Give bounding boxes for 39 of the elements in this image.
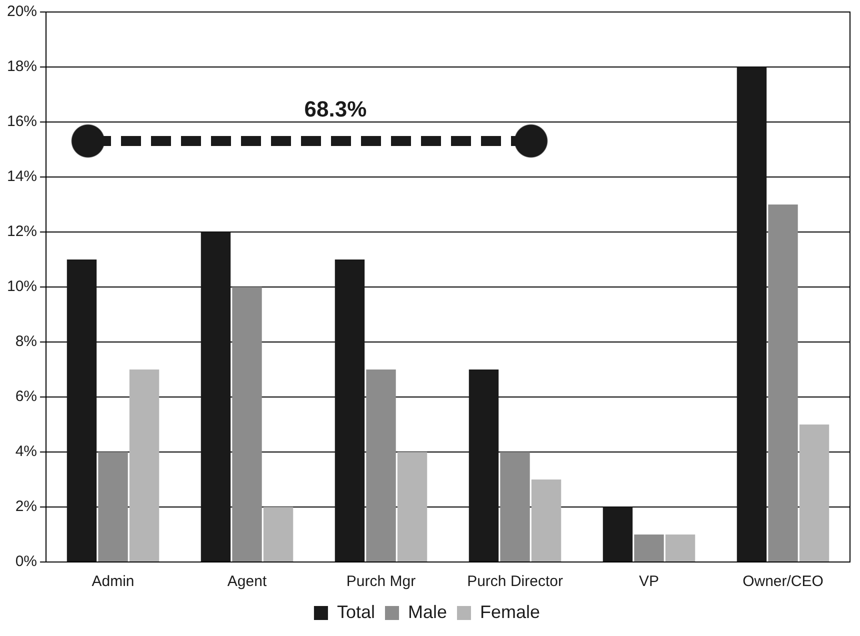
legend-label: Total xyxy=(336,602,376,622)
x-tick-label: Admin xyxy=(92,573,134,590)
bar xyxy=(768,204,798,562)
y-tick-label: 2% xyxy=(15,498,38,516)
bar xyxy=(66,260,97,562)
y-tick-label: 18% xyxy=(6,58,38,76)
y-tick-label: 16% xyxy=(6,113,38,130)
bar xyxy=(263,507,294,562)
bar xyxy=(366,370,396,562)
bar xyxy=(334,260,365,562)
bar xyxy=(129,370,160,562)
y-tick-label: 12% xyxy=(6,223,38,240)
x-tick-label: Owner/CEO xyxy=(742,573,824,590)
legend-label: Male xyxy=(408,602,448,622)
bar xyxy=(634,534,664,562)
y-tick-label: 10% xyxy=(6,278,38,296)
y-tick-label: 4% xyxy=(15,443,38,460)
legend-label: Female xyxy=(480,602,540,622)
x-tick-label: Purch Director xyxy=(467,573,563,590)
bar xyxy=(500,452,530,562)
bar xyxy=(531,480,562,562)
bar xyxy=(98,452,128,562)
y-tick-label: 20% xyxy=(6,3,38,20)
bar xyxy=(200,232,231,562)
y-tick-label: 14% xyxy=(6,168,38,186)
x-tick-label: Purch Mgr xyxy=(346,573,416,590)
bar xyxy=(665,534,696,562)
bar xyxy=(468,370,499,562)
bar xyxy=(736,67,767,562)
annotation: 68.3% xyxy=(304,96,367,122)
y-tick-label: 0% xyxy=(15,553,38,570)
y-tick-label: 8% xyxy=(15,333,38,350)
y-tick-label: 6% xyxy=(15,388,38,406)
x-tick-label: VP xyxy=(639,573,660,590)
bar xyxy=(397,452,428,562)
bar xyxy=(799,424,830,562)
bar xyxy=(232,287,262,562)
bar xyxy=(602,507,633,562)
x-tick-label: Agent xyxy=(227,573,268,590)
